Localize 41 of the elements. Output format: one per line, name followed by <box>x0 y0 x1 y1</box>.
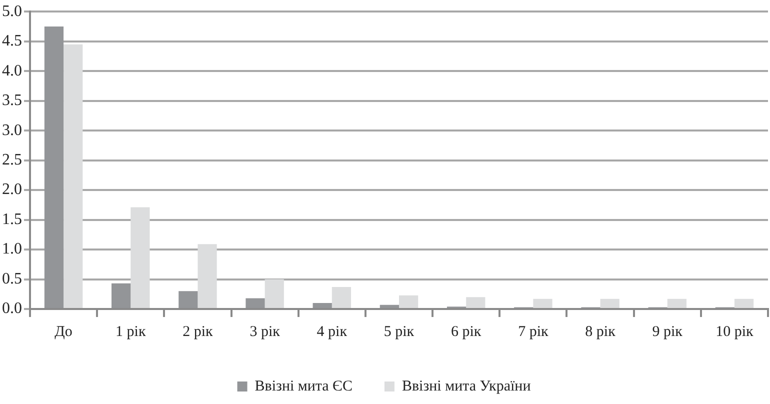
bar <box>533 298 552 308</box>
y-tick-label: 0.0 <box>2 300 22 318</box>
legend-label: Ввізні мита України <box>402 378 531 394</box>
bar <box>332 286 352 308</box>
bar <box>130 207 150 308</box>
bar <box>399 295 418 308</box>
bar <box>380 304 399 308</box>
y-tick-label: 2.0 <box>2 181 22 198</box>
x-tick-label: 9 рік <box>652 324 684 340</box>
x-tick-label: 2 рік <box>182 324 214 340</box>
x-tick-label: 1 рік <box>116 324 146 340</box>
y-tick-label: 3.0 <box>2 122 22 139</box>
y-tick-label: 4.5 <box>2 32 22 50</box>
x-tick-label: 5 рік <box>384 324 415 340</box>
bar <box>312 303 332 308</box>
y-tick-label: 3.5 <box>2 92 22 110</box>
bar <box>112 283 131 308</box>
x-tick-label: До <box>54 324 72 340</box>
bar <box>44 26 64 308</box>
bar <box>466 297 486 308</box>
bar <box>246 298 265 308</box>
x-tick-label: 7 рік <box>518 324 549 340</box>
bar <box>198 244 217 308</box>
y-tick-label: 5.0 <box>2 2 22 20</box>
bar <box>667 298 686 308</box>
x-tick-label: 3 рік <box>250 324 281 340</box>
x-tick-label: 10 рік <box>716 324 754 340</box>
y-tick-label: 4.0 <box>2 62 22 80</box>
bar <box>600 298 620 308</box>
y-tick-label: 1.5 <box>2 210 22 228</box>
y-tick-label: 0.5 <box>2 270 22 288</box>
y-tick-label: 2.5 <box>2 152 22 169</box>
bar <box>734 298 754 308</box>
x-tick-label: 6 рік <box>450 324 482 340</box>
bar <box>178 291 198 308</box>
y-tick-label: 1.0 <box>2 240 22 258</box>
x-tick-label: 8 рік <box>585 324 616 340</box>
legend-label: Ввізні мита ЄС <box>254 378 352 394</box>
bar <box>64 44 83 308</box>
x-tick-label: 4 рік <box>316 324 348 340</box>
bar <box>264 279 284 308</box>
